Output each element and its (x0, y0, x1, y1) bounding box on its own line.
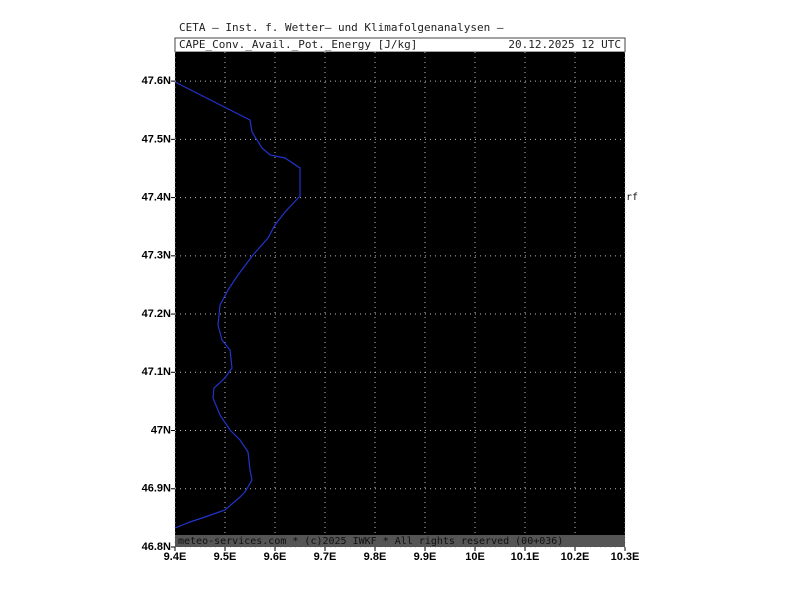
y-tick-label: 46.9N (142, 483, 171, 495)
edge-label: rf (626, 192, 638, 203)
x-tick-label: 10.3E (611, 551, 640, 563)
y-tick-label: 47.3N (142, 250, 171, 262)
map-area (175, 52, 625, 547)
y-tick-label: 47.5N (142, 133, 171, 145)
x-tick-label: 9.6E (264, 551, 287, 563)
y-tick-label: 47.6N (142, 75, 171, 87)
x-tick-label: 9.4E (164, 551, 187, 563)
x-tick-label: 9.7E (314, 551, 337, 563)
field-name: CAPE_Conv._Avail._Pot._Energy [J/kg] (179, 38, 417, 51)
title: CETA — Inst. f. Wetter— und Klimafolgena… (179, 21, 504, 34)
y-tick-label: 47.1N (142, 366, 171, 378)
country-border (174, 81, 301, 529)
y-tick-label: 46.8N (142, 541, 171, 553)
x-tick-label: 9.9E (414, 551, 437, 563)
x-tick-label: 9.5E (214, 551, 237, 563)
y-tick-label: 47.4N (142, 191, 171, 203)
x-tick-label: 10E (465, 551, 485, 563)
x-tick-label: 9.8E (364, 551, 387, 563)
footer-bar (175, 535, 625, 547)
x-tick-label: 10.2E (561, 551, 590, 563)
footer: meteo-services.com * (c)2025 IWKF * All … (178, 536, 563, 547)
valid-time: 20.12.2025 12 UTC (508, 38, 621, 51)
y-tick-label: 47.2N (142, 308, 171, 320)
x-tick-label: 10.1E (511, 551, 540, 563)
y-tick-label: 47N (151, 424, 171, 436)
